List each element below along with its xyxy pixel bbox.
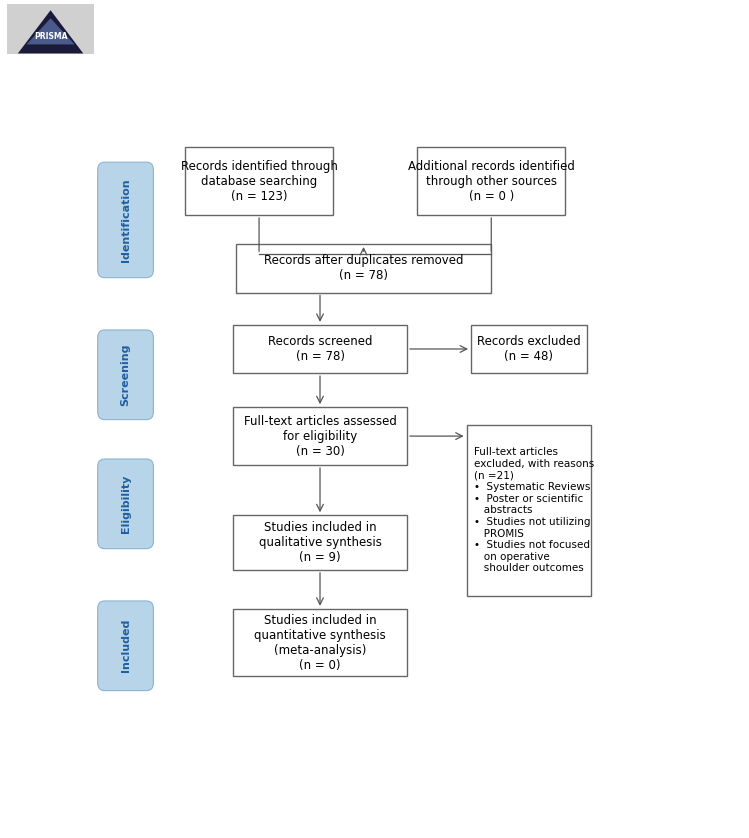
Bar	[417, 147, 565, 215]
Bar	[233, 515, 407, 570]
Text: Eligibility: Eligibility	[121, 474, 130, 533]
Polygon shape	[18, 10, 83, 54]
Text: Full-text articles assessed
for eligibility
(n = 30): Full-text articles assessed for eligibil…	[243, 415, 396, 458]
Polygon shape	[26, 18, 75, 44]
Bar	[233, 325, 407, 373]
Text: Full-text articles
excluded, with reasons
(n =21)
•  Systematic Reviews
•  Poste: Full-text articles excluded, with reason…	[473, 447, 594, 573]
Text: Records identified through
database searching
(n = 123): Records identified through database sear…	[181, 160, 338, 203]
Text: Records excluded
(n = 48): Records excluded (n = 48)	[477, 335, 581, 363]
Text: Additional records identified
through other sources
(n = 0 ): Additional records identified through ot…	[407, 160, 574, 203]
FancyBboxPatch shape	[97, 601, 154, 691]
Text: Identification: Identification	[121, 178, 130, 261]
FancyBboxPatch shape	[97, 459, 154, 549]
Bar	[185, 147, 333, 215]
Bar	[233, 407, 407, 465]
Text: Screening: Screening	[121, 344, 130, 406]
Bar	[471, 325, 587, 373]
Text: Studies included in
quantitative synthesis
(meta-analysis)
(n = 0): Studies included in quantitative synthes…	[254, 613, 386, 671]
Bar	[236, 244, 491, 292]
Text: Included: Included	[121, 619, 130, 672]
Text: Records screened
(n = 78): Records screened (n = 78)	[267, 335, 372, 363]
Bar	[233, 608, 407, 676]
FancyBboxPatch shape	[97, 163, 154, 277]
FancyBboxPatch shape	[97, 330, 154, 420]
Text: PRISMA: PRISMA	[34, 33, 67, 41]
Text: Studies included in
qualitative synthesis
(n = 9): Studies included in qualitative synthesi…	[258, 521, 381, 564]
Text: Records after duplicates removed
(n = 78): Records after duplicates removed (n = 78…	[264, 254, 464, 282]
Bar	[467, 425, 592, 596]
